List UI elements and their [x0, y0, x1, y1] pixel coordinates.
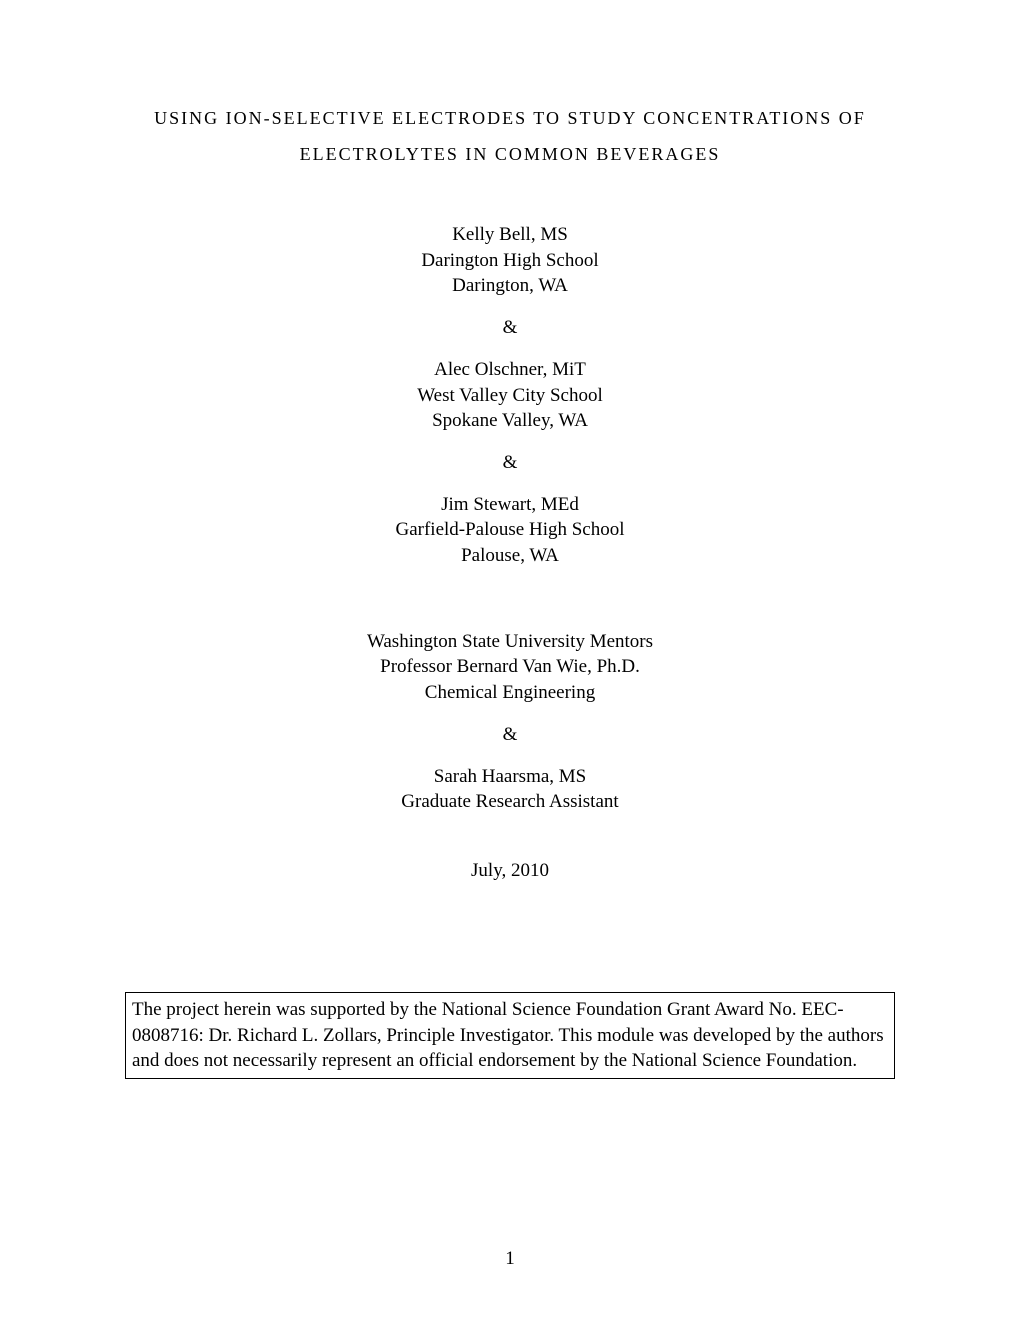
mentor-name: Professor Bernard Van Wie, Ph.D.	[125, 654, 895, 680]
author-affiliation: West Valley City School	[125, 383, 895, 409]
author-location: Spokane Valley, WA	[125, 408, 895, 434]
funding-notice-box: The project herein was supported by the …	[125, 992, 895, 1079]
document-title: USING ION-SELECTIVE ELECTRODES TO STUDY …	[125, 100, 895, 172]
author-block-3: Jim Stewart, MEd Garfield-Palouse High S…	[125, 492, 895, 569]
mentor-title: Graduate Research Assistant	[125, 789, 895, 815]
author-block-1: Kelly Bell, MS Darington High School Dar…	[125, 222, 895, 299]
author-location: Darington, WA	[125, 273, 895, 299]
mentor-name: Sarah Haarsma, MS	[125, 764, 895, 790]
funding-notice-text: The project herein was supported by the …	[132, 999, 884, 1071]
title-line-1: USING ION-SELECTIVE ELECTRODES TO STUDY …	[125, 100, 895, 136]
author-name: Kelly Bell, MS	[125, 222, 895, 248]
separator-ampersand: &	[125, 452, 895, 474]
mentor-section: Washington State University Mentors Prof…	[125, 629, 895, 815]
page-number: 1	[0, 1248, 1020, 1270]
author-name: Jim Stewart, MEd	[125, 492, 895, 518]
mentor-department: Chemical Engineering	[125, 680, 895, 706]
separator-ampersand: &	[125, 317, 895, 339]
author-affiliation: Garfield-Palouse High School	[125, 517, 895, 543]
author-affiliation: Darington High School	[125, 248, 895, 274]
author-block-2: Alec Olschner, MiT West Valley City Scho…	[125, 357, 895, 434]
author-location: Palouse, WA	[125, 543, 895, 569]
document-date: July, 2010	[125, 860, 895, 882]
title-line-2: ELECTROLYTES IN COMMON BEVERAGES	[125, 136, 895, 172]
separator-ampersand: &	[125, 724, 895, 746]
author-name: Alec Olschner, MiT	[125, 357, 895, 383]
mentor-heading: Washington State University Mentors	[125, 629, 895, 655]
